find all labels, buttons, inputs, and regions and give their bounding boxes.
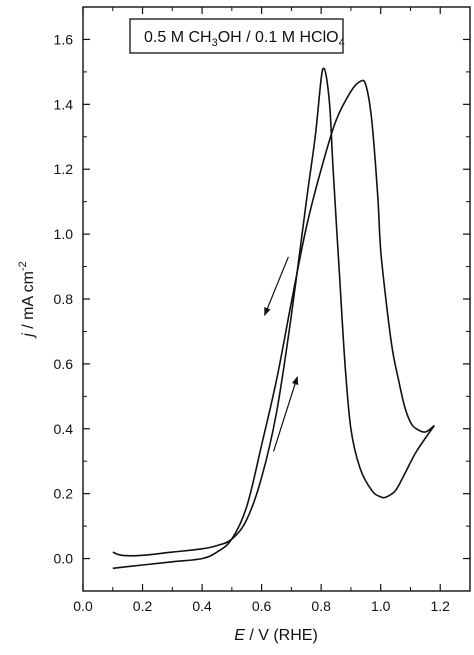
plot-frame bbox=[82, 6, 471, 592]
chart-title: 0.5 M CH3OH / 0.1 M HClO4 bbox=[144, 29, 345, 49]
series-layer bbox=[112, 67, 435, 570]
y-axis-label-exponent: -2 bbox=[17, 261, 29, 271]
x-axis-label: E / V (RHE) bbox=[234, 627, 318, 644]
x-tick-label: 1.0 bbox=[371, 598, 391, 614]
y-axis-label: j / mA cm-2 bbox=[17, 261, 37, 339]
y-tick-label: 0.8 bbox=[54, 291, 74, 307]
x-tick-label: 0.0 bbox=[73, 598, 93, 614]
y-tick-label: 1.6 bbox=[54, 31, 74, 47]
sweep-arrow-down bbox=[264, 256, 289, 317]
y-tick-label: 1.0 bbox=[54, 226, 74, 242]
annotation-layer bbox=[264, 256, 299, 452]
y-axis-label-unit: / mA cm bbox=[20, 271, 37, 333]
x-axis-label-unit: / V (RHE) bbox=[245, 627, 318, 644]
x-tick-label: 0.6 bbox=[252, 598, 272, 614]
x-axis-label-symbol: E bbox=[234, 627, 245, 644]
x-axis-ticks bbox=[82, 7, 441, 591]
x-tick-label: 0.2 bbox=[133, 598, 153, 614]
x-tick-label: 0.8 bbox=[311, 598, 331, 614]
y-tick-label: 1.2 bbox=[54, 161, 74, 177]
y-axis-tick-labels: 0.0 0.2 0.4 0.6 0.8 1.0 1.2 1.4 1.6 bbox=[54, 31, 74, 566]
y-tick-label: 1.4 bbox=[54, 96, 74, 112]
title-box bbox=[129, 18, 344, 54]
reverse-scan-curve bbox=[112, 67, 435, 557]
title-subscript-3: 3 bbox=[212, 37, 218, 49]
forward-scan-curve bbox=[112, 79, 435, 570]
x-axis-tick-labels: 0.0 0.2 0.4 0.6 0.8 1.0 1.2 bbox=[73, 598, 450, 614]
title-part-rest: OH / 0.1 M HClO bbox=[218, 29, 339, 46]
y-tick-label: 0.6 bbox=[54, 356, 74, 372]
y-tick-label: 0.2 bbox=[54, 486, 74, 502]
x-tick-label: 1.2 bbox=[430, 598, 450, 614]
y-tick-label: 0.0 bbox=[54, 551, 74, 567]
title-part-main: 0.5 M CH bbox=[144, 29, 212, 46]
y-axis-ticks bbox=[83, 38, 470, 560]
title-subscript-4: 4 bbox=[339, 37, 345, 49]
y-tick-label: 0.4 bbox=[54, 421, 74, 437]
sweep-arrow-up bbox=[272, 376, 299, 452]
y-axis-label-symbol: j bbox=[20, 333, 37, 339]
x-tick-label: 0.4 bbox=[192, 598, 212, 614]
